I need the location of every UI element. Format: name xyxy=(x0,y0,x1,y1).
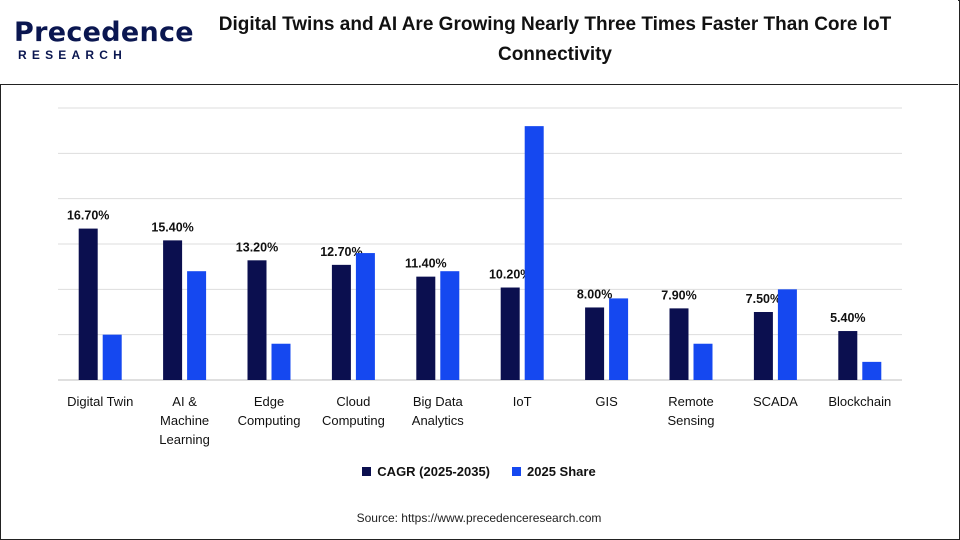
bar-cagr xyxy=(753,312,773,380)
data-label-cagr: 7.90% xyxy=(661,288,696,302)
x-tick-label-line: Big Data xyxy=(413,394,464,409)
x-tick-label-line: GIS xyxy=(595,394,618,409)
brand-logo: Precedence RESEARCH xyxy=(14,18,194,68)
bar-share xyxy=(355,253,375,380)
bar-share xyxy=(187,271,207,380)
legend-item-cagr: CAGR (2025-2035) xyxy=(362,464,490,479)
legend-item-share: 2025 Share xyxy=(512,464,596,479)
x-tick-label-line: Sensing xyxy=(668,413,715,428)
x-tick-label: SCADA xyxy=(753,394,798,409)
x-tick-label: IoT xyxy=(513,394,532,409)
x-tick-label: AI & Machine Learning xyxy=(159,394,210,447)
data-label-cagr: 12.70% xyxy=(320,245,362,259)
x-tick-label-line: IoT xyxy=(513,394,532,409)
x-tick-label: Edge Computing xyxy=(238,394,301,428)
x-tick-label-line: Computing xyxy=(238,413,301,428)
data-label-cagr: 11.40% xyxy=(405,257,447,271)
data-label-cagr: 16.70% xyxy=(67,209,109,223)
data-label-cagr: 7.50% xyxy=(746,292,781,306)
x-tick-label-line: Learning xyxy=(159,432,210,447)
data-label-cagr: 8.00% xyxy=(577,287,612,301)
legend-swatch-cagr xyxy=(362,467,372,476)
x-tick-label-line: Computing xyxy=(322,413,385,428)
header: Precedence RESEARCH Digital Twins and AI… xyxy=(0,0,958,85)
x-tick-label-line: Analytics xyxy=(412,413,465,428)
x-tick-label: Blockchain xyxy=(828,394,891,409)
bar-share xyxy=(777,289,797,380)
bar-cagr xyxy=(78,228,98,380)
data-label-cagr: 5.40% xyxy=(830,311,865,325)
legend-swatch-share xyxy=(512,467,522,476)
bar-share xyxy=(440,271,460,380)
x-tick-label-line: Edge xyxy=(254,394,284,409)
legend-label-share: 2025 Share xyxy=(527,464,596,479)
x-tick-label: Cloud Computing xyxy=(322,394,385,428)
logo-sub-text: RESEARCH xyxy=(18,48,127,62)
x-tick-label-line: AI & xyxy=(172,394,197,409)
x-tick-label: Digital Twin xyxy=(67,394,133,409)
bar-cagr xyxy=(331,264,351,380)
bar-chart: 16.70% Digital Twin 15.40% AI & Machine Learn… xyxy=(58,107,902,447)
x-tick-label-line: Machine xyxy=(160,413,209,428)
data-label-cagr: 10.20% xyxy=(489,268,531,282)
bar-share xyxy=(524,126,544,380)
x-tick-label-line: Blockchain xyxy=(828,394,891,409)
data-label-cagr: 13.20% xyxy=(236,240,278,254)
chart-title: Digital Twins and AI Are Growing Nearly … xyxy=(218,14,892,65)
bar-share xyxy=(693,343,713,380)
legend: CAGR (2025-2035) 2025 Share xyxy=(0,464,958,479)
logo-main-text: Precedence xyxy=(14,17,194,48)
bar-share xyxy=(862,361,882,380)
bar-cagr xyxy=(585,307,605,380)
bar-cagr xyxy=(163,240,183,380)
bar-share xyxy=(102,334,122,380)
bar-cagr xyxy=(838,331,858,380)
bar-cagr xyxy=(416,276,436,380)
chart-area: 16.70% Digital Twin 15.40% AI & Machine Learn… xyxy=(0,86,958,538)
legend-label-cagr: CAGR (2025-2035) xyxy=(377,464,491,479)
x-tick-label-line: Cloud xyxy=(336,394,370,409)
x-tick-label-line: Digital Twin xyxy=(67,394,133,409)
data-label-cagr: 15.40% xyxy=(151,220,193,234)
bar-cagr xyxy=(500,287,520,380)
x-tick-label: Big Data Analytics xyxy=(412,394,465,428)
x-tick-label-line: Remote xyxy=(668,394,714,409)
bar-share xyxy=(609,298,629,380)
x-tick-label-line: SCADA xyxy=(753,394,798,409)
source-note: Source: https://www.precedenceresearch.c… xyxy=(356,511,602,525)
x-tick-label: Remote Sensing xyxy=(668,394,715,428)
bar-share xyxy=(271,343,291,380)
bar-cagr xyxy=(247,260,267,380)
x-tick-label: GIS xyxy=(595,394,618,409)
bar-cagr xyxy=(669,308,689,380)
